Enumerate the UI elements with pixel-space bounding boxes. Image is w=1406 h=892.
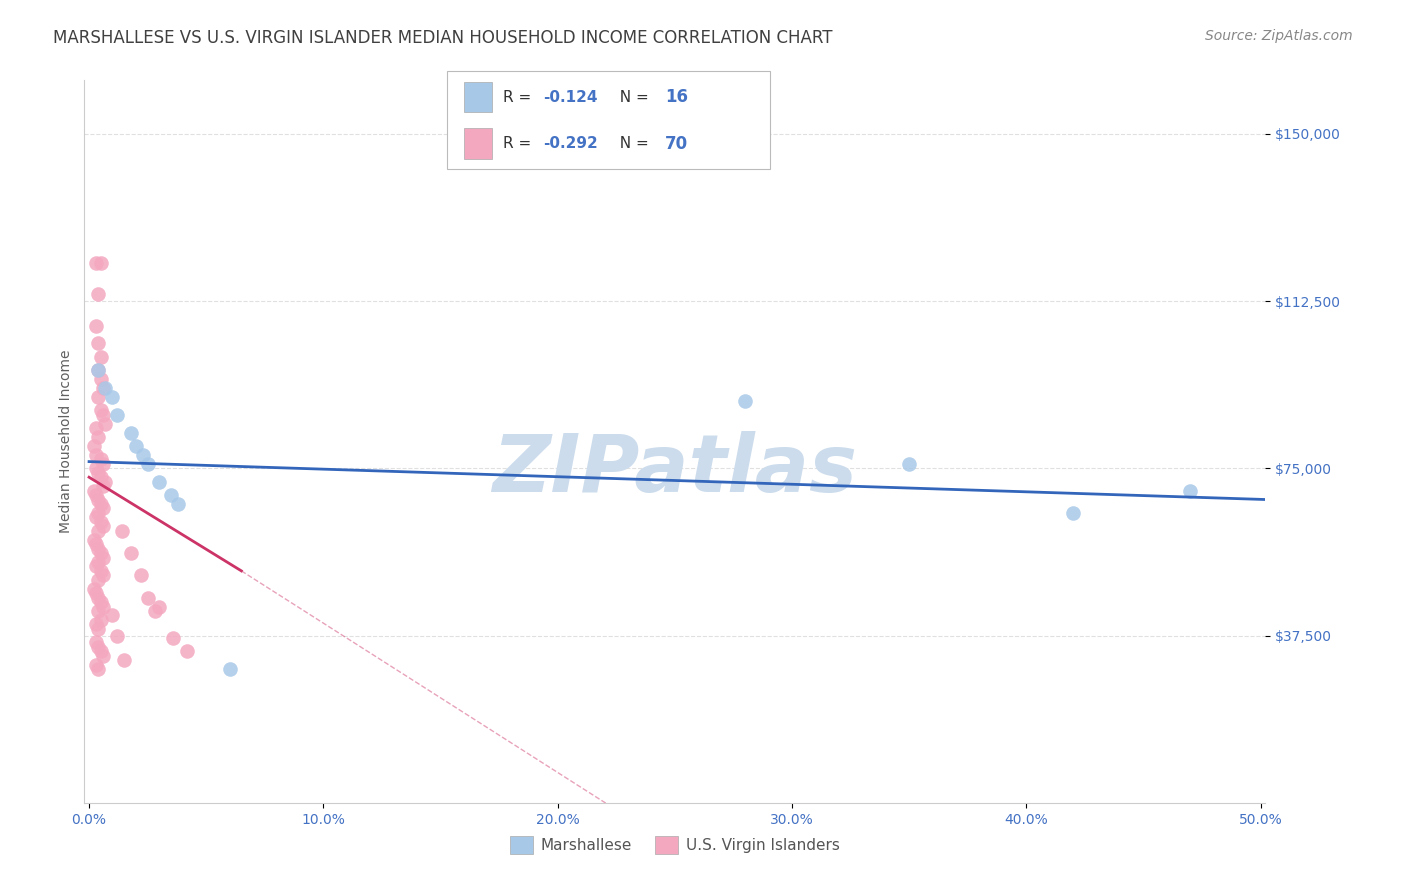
Point (83, 483, 105, 498)
Y-axis label: Median Household Income: Median Household Income (59, 350, 73, 533)
Point (101, 608, 124, 623)
Point (734, 394, 756, 409)
Point (90, 470, 112, 484)
Point (91, 599, 114, 614)
Point (91, 550, 114, 565)
Text: R =: R = (503, 90, 537, 104)
Point (84, 559, 107, 574)
Point (87, 662, 110, 676)
Point (90, 403, 112, 417)
Point (90, 497, 112, 511)
Point (105, 408, 128, 422)
Point (84, 461, 107, 475)
Point (84, 448, 107, 462)
Point (94, 475, 117, 489)
Text: MARSHALLESE VS U.S. VIRGIN ISLANDER MEDIAN HOUSEHOLD INCOME CORRELATION CHART: MARSHALLESE VS U.S. VIRGIN ISLANDER MEDI… (53, 29, 832, 46)
Point (90, 644, 112, 658)
Point (87, 287, 110, 301)
Point (148, 599, 170, 614)
Text: R =: R = (503, 136, 537, 151)
Point (87, 622, 110, 636)
Point (83, 439, 105, 453)
Point (90, 595, 112, 609)
Point (91, 501, 114, 516)
Point (90, 452, 112, 467)
Point (91, 479, 114, 493)
Point (143, 604, 166, 618)
Point (84, 586, 107, 600)
Point (91, 408, 114, 422)
Point (87, 506, 110, 520)
Point (90, 350, 112, 364)
Point (111, 524, 134, 538)
Point (83, 533, 105, 547)
Point (87, 541, 110, 556)
Point (125, 439, 148, 453)
Point (87, 604, 110, 618)
Point (84, 421, 107, 435)
Point (84, 635, 107, 649)
Point (105, 628, 128, 642)
Point (84, 318, 107, 333)
Point (87, 430, 110, 444)
Point (91, 519, 114, 533)
Point (94, 381, 117, 395)
Point (87, 390, 110, 404)
Text: 16: 16 (665, 88, 688, 106)
Point (160, 488, 183, 502)
Point (90, 546, 112, 560)
Point (94, 417, 117, 431)
Point (167, 497, 190, 511)
Text: 70: 70 (665, 135, 688, 153)
Text: -0.124: -0.124 (543, 90, 598, 104)
Point (84, 537, 107, 551)
Point (90, 613, 112, 627)
Text: Source: ZipAtlas.com: Source: ZipAtlas.com (1205, 29, 1353, 43)
Point (90, 372, 112, 386)
Text: N =: N = (610, 90, 654, 104)
Point (129, 568, 152, 582)
Point (87, 524, 110, 538)
Text: ZIPatlas: ZIPatlas (492, 432, 858, 509)
Point (87, 573, 110, 587)
Point (101, 390, 124, 404)
Point (87, 555, 110, 569)
Text: -0.292: -0.292 (543, 136, 598, 151)
Text: N =: N = (610, 136, 654, 151)
Point (84, 256, 107, 270)
Point (136, 591, 159, 605)
Point (87, 363, 110, 377)
Point (1180, 483, 1202, 498)
Point (898, 457, 921, 471)
Point (87, 591, 110, 605)
Point (91, 381, 114, 395)
Point (176, 644, 198, 658)
Point (120, 546, 142, 560)
Point (90, 256, 112, 270)
Point (91, 568, 114, 582)
Point (84, 488, 107, 502)
Point (132, 448, 155, 462)
Point (87, 336, 110, 351)
Point (112, 653, 135, 667)
Point (120, 425, 142, 440)
Legend: Marshallese, U.S. Virgin Islanders: Marshallese, U.S. Virgin Islanders (505, 830, 845, 860)
Point (84, 510, 107, 524)
Point (84, 617, 107, 632)
Point (87, 363, 110, 377)
Point (83, 582, 105, 596)
Point (1062, 506, 1084, 520)
Point (87, 492, 110, 507)
Point (90, 564, 112, 578)
Point (136, 457, 159, 471)
Point (87, 640, 110, 654)
Point (90, 515, 112, 529)
Point (162, 631, 184, 645)
Point (91, 648, 114, 663)
Point (218, 662, 240, 676)
Point (84, 657, 107, 672)
Point (91, 457, 114, 471)
Point (87, 466, 110, 480)
Point (148, 475, 170, 489)
